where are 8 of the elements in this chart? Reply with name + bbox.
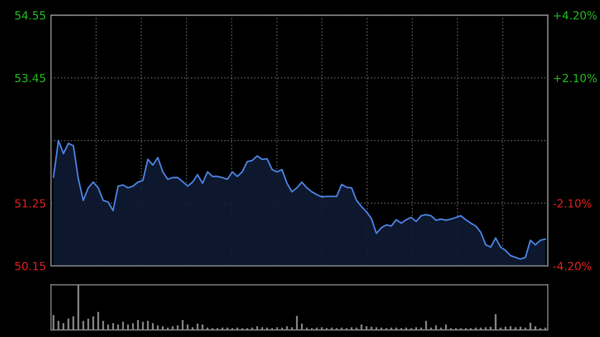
y-tick-label: 54.55: [15, 11, 46, 20]
y-tick-label: 50.15: [15, 262, 46, 270]
y2-tick-label: +4.20%: [554, 11, 597, 20]
y2-tick-label: -4.20%: [553, 262, 592, 270]
y2-tick-label: +2.10%: [554, 74, 597, 82]
y-tick-label: 53.45: [15, 74, 46, 82]
y2-tick-label: -2.10%: [553, 199, 592, 208]
y-tick-label: 51.25: [15, 199, 46, 208]
